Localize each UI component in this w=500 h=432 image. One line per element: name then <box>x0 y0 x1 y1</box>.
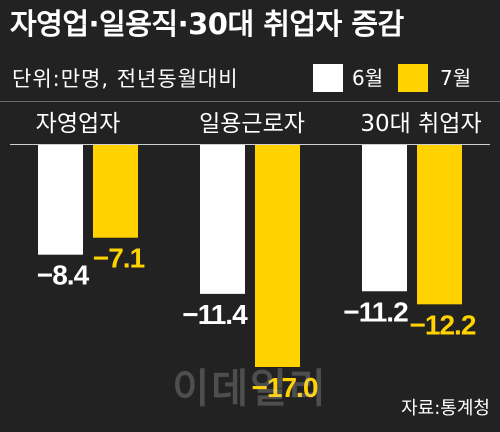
value-label-june-daily-workers: −11.4 <box>182 299 248 330</box>
value-label-june-thirties-employed: −11.2 <box>343 296 408 327</box>
bar-july-daily-workers <box>255 145 300 367</box>
legend-swatch-july <box>398 64 428 92</box>
header-divider <box>0 101 500 102</box>
watermark-logo: 이데일리 <box>172 366 328 412</box>
category-label-daily-workers: 일용근로자 <box>199 111 305 137</box>
legend-label-june: 6월 <box>352 66 384 90</box>
source-note: 자료:통계청 <box>401 398 490 419</box>
value-label-july-thirties-employed: −12.2 <box>410 309 476 340</box>
bar-june-thirties-employed <box>362 145 407 292</box>
chart-title: 자영업·일용직·30대 취업자 증감 <box>10 7 404 41</box>
category-label-thirties-employed: 30대 취업자 <box>360 111 482 137</box>
category-label-self-employed: 자영업자 <box>35 111 121 137</box>
bar-june-daily-workers <box>200 145 245 294</box>
value-label-july-daily-workers: −17.0 <box>252 372 318 403</box>
bar-june-self-employed <box>38 145 83 255</box>
value-label-june-self-employed: −8.4 <box>37 260 90 291</box>
value-label-july-self-employed: −7.1 <box>93 243 145 274</box>
chart-subtitle: 단위:만명, 전년동월대비 <box>12 67 239 91</box>
legend-swatch-june <box>313 64 343 92</box>
bar-july-thirties-employed <box>417 145 462 305</box>
legend-label-july: 7월 <box>440 66 472 90</box>
bar-july-self-employed <box>93 145 138 238</box>
